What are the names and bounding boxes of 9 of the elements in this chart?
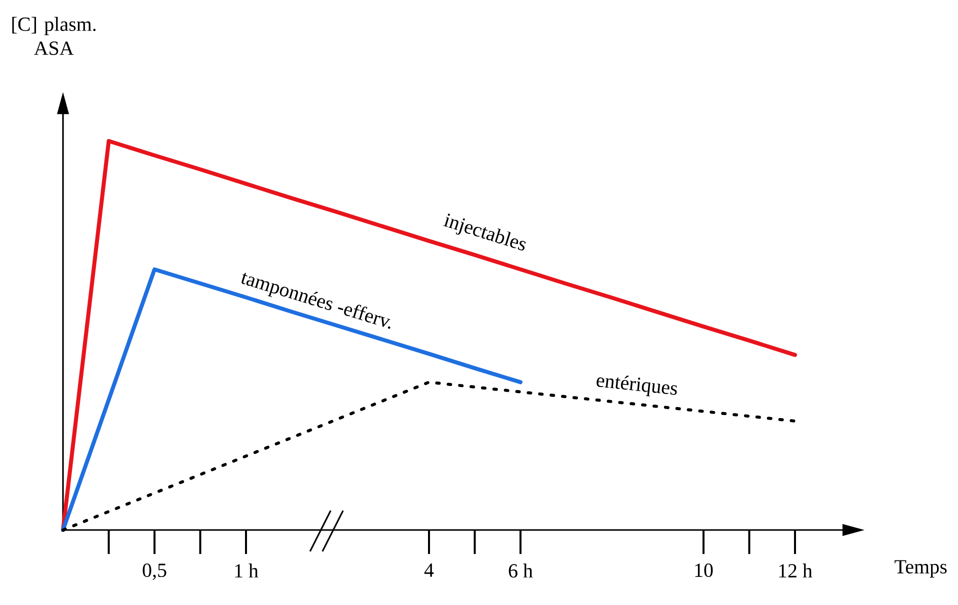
x-tick-label: 4: [424, 564, 434, 577]
x-axis-title: Temps: [894, 560, 947, 578]
x-tick-label: 1 h: [235, 564, 258, 578]
x-tick-label: 6 h: [508, 564, 533, 578]
text: entériques: [596, 376, 677, 396]
x-tick-label: 10: [695, 564, 713, 578]
x-tick-label: 12 h: [779, 564, 812, 578]
x-tick-label: 0,5: [142, 564, 166, 580]
y-axis-title: [C] plasm. ASA: [12, 16, 96, 56]
